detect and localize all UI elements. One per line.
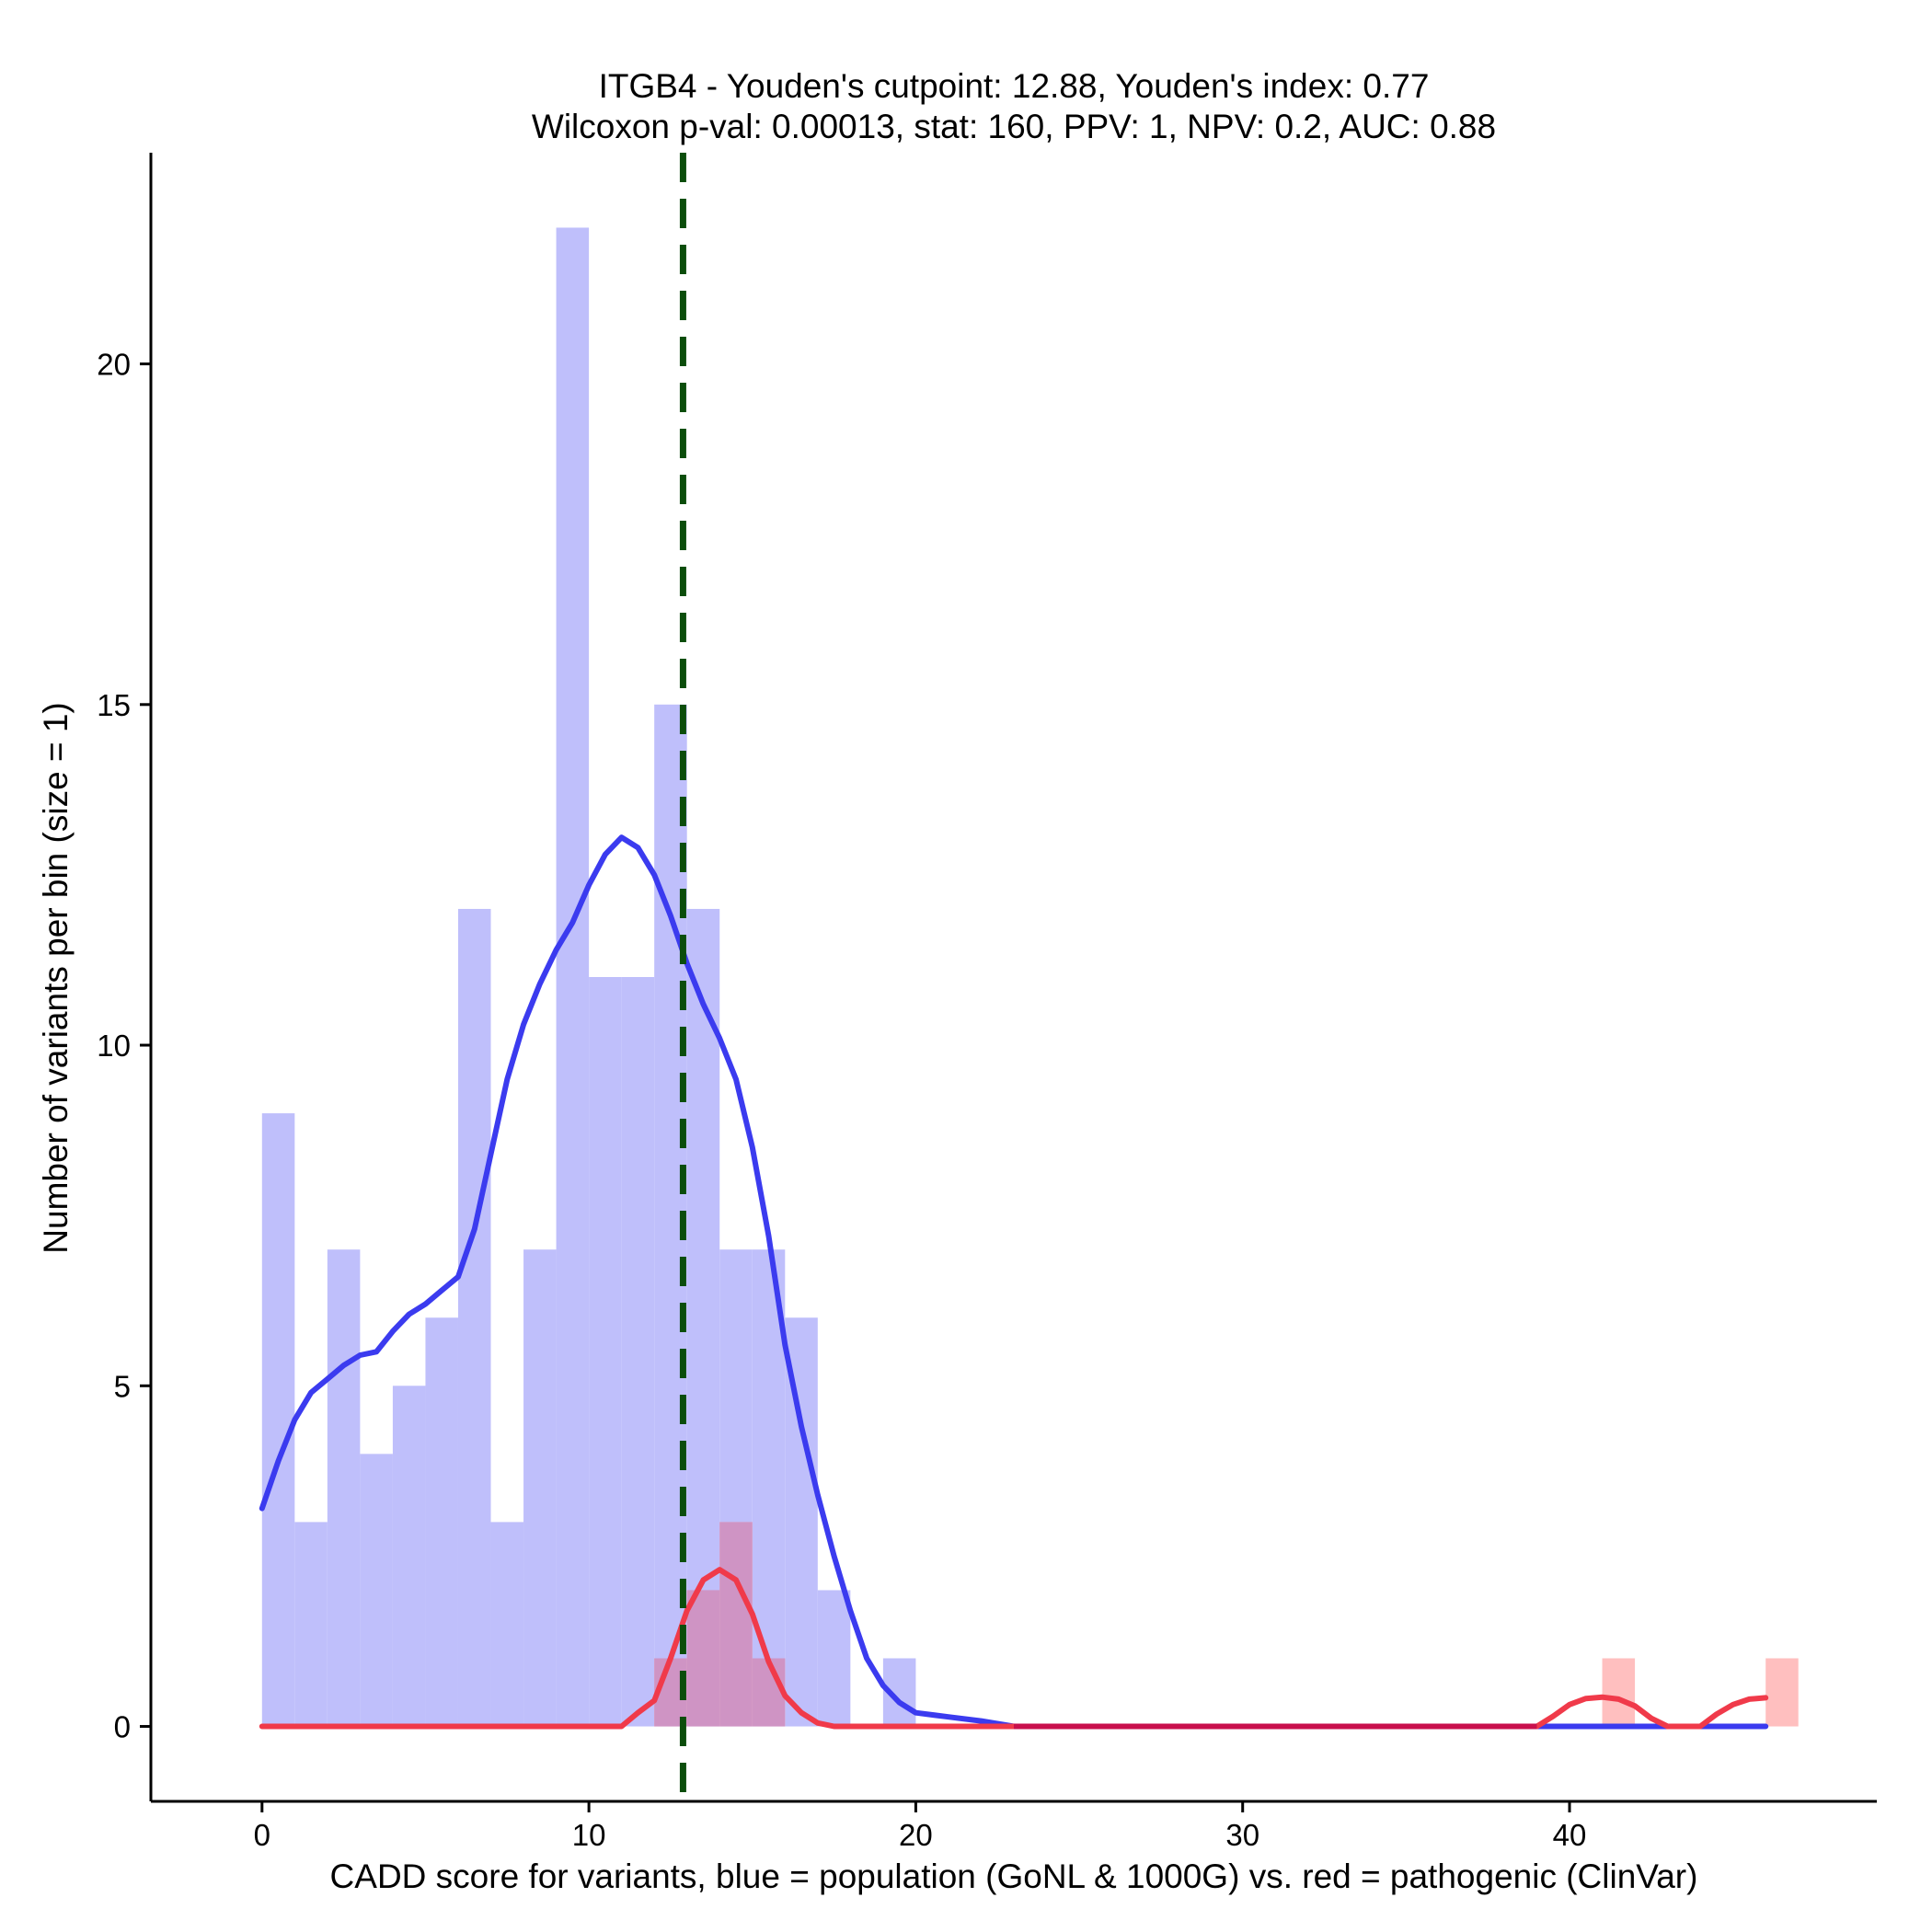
y-axis-label: Number of variants per bin (size = 1) (37, 702, 75, 1253)
chart-title-line1: ITGB4 - Youden's cutpoint: 12.88, Youden… (599, 67, 1430, 105)
population-bar-2 (327, 1249, 361, 1727)
overlap-bars (654, 1522, 786, 1727)
y-ticks: 0 5 10 15 20 (97, 348, 151, 1744)
overlap-bar-14 (719, 1522, 753, 1727)
population-bar-5 (425, 1317, 458, 1727)
x-tick-label: 10 (572, 1818, 606, 1852)
population-bar-10 (589, 977, 622, 1727)
x-ticks: 0 10 20 30 40 (254, 1801, 1587, 1852)
population-bar-9 (556, 227, 590, 1727)
y-tick-label: 15 (97, 688, 131, 722)
population-bar-0 (261, 1113, 295, 1727)
x-tick-label: 30 (1225, 1818, 1259, 1852)
population-bar-3 (360, 1454, 393, 1727)
axes (149, 153, 1877, 1803)
chart-title-line2: Wilcoxon p-val: 0.00013, stat: 160, PPV:… (532, 108, 1496, 145)
population-bar-4 (392, 1386, 426, 1727)
population-bar-6 (457, 908, 491, 1727)
population-bar-15 (752, 1249, 786, 1727)
population-bar-7 (490, 1522, 524, 1727)
x-tick-label: 0 (254, 1818, 270, 1852)
x-axis-label: CADD score for variants, blue = populati… (330, 1857, 1698, 1895)
population-bar-11 (621, 977, 655, 1727)
y-tick-label: 5 (114, 1369, 131, 1403)
population-density-line (259, 834, 1769, 1730)
overlap-bar-15 (752, 1658, 786, 1727)
pathogenic-bar-41 (1602, 1658, 1636, 1727)
population-bar-8 (523, 1249, 557, 1727)
y-tick-label: 0 (114, 1710, 131, 1744)
population-bar-1 (294, 1522, 328, 1727)
pathogenic-bar-46 (1765, 1658, 1799, 1727)
x-tick-label: 20 (899, 1818, 933, 1852)
population-bar-17 (817, 1590, 851, 1727)
y-tick-label: 10 (97, 1029, 131, 1063)
y-tick-label: 20 (97, 348, 131, 382)
overlap-bar-13 (686, 1590, 720, 1727)
x-tick-label: 40 (1553, 1818, 1587, 1852)
